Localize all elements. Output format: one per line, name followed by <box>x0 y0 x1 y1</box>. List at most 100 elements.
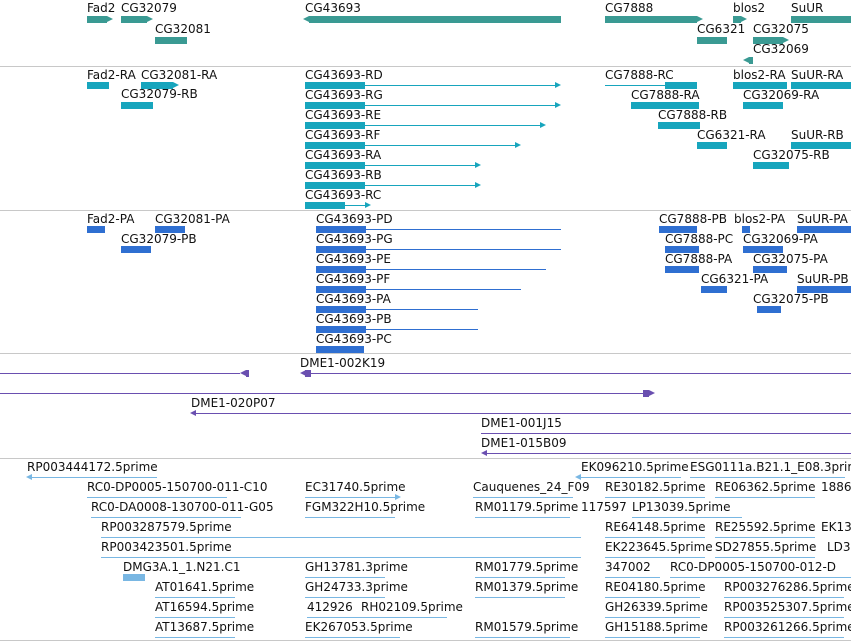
est-feature[interactable] <box>605 577 660 578</box>
transcript-feature[interactable] <box>305 182 365 189</box>
est-feature[interactable] <box>91 517 241 518</box>
est-label[interactable]: ESG0111a.B21.1_E08.3prime <box>690 460 851 474</box>
transcript-label[interactable]: CG32079-RB <box>121 87 198 101</box>
protein-feature[interactable] <box>701 286 727 293</box>
protein-label[interactable]: CG32075-PB <box>753 292 829 306</box>
transcript-feature[interactable] <box>305 82 365 89</box>
est-feature[interactable] <box>605 617 700 618</box>
transcript-feature[interactable] <box>658 122 700 129</box>
gene-label[interactable]: CG32081 <box>155 22 211 36</box>
protein-feature[interactable] <box>121 246 151 253</box>
protein-feature[interactable] <box>316 306 366 313</box>
est-label[interactable]: RC0-DP0005-150700-011-C10 <box>87 480 268 494</box>
est-label[interactable]: 347002 <box>605 560 651 574</box>
transcript-label[interactable]: CG43693-RD <box>305 68 383 82</box>
gene-label[interactable]: SuUR <box>791 1 824 15</box>
est-label[interactable]: DMG3A.1_1.N21.C1 <box>123 560 241 574</box>
gene-label[interactable]: blos2 <box>733 1 766 15</box>
clone-feature[interactable] <box>481 433 851 434</box>
est-feature[interactable] <box>724 597 844 598</box>
protein-label[interactable]: CG7888-PB <box>659 212 728 226</box>
transcript-label[interactable]: CG32081-RA <box>141 68 218 82</box>
est-feature[interactable] <box>305 597 385 598</box>
gene-feature[interactable] <box>155 37 187 44</box>
est-feature[interactable] <box>155 637 235 638</box>
gene-feature[interactable] <box>749 57 753 64</box>
gene-label[interactable]: CG6321 <box>697 22 746 36</box>
est-feature[interactable] <box>475 597 565 598</box>
est-label[interactable]: 1886 <box>821 480 851 494</box>
est-label[interactable]: 117597 <box>581 500 627 514</box>
transcript-feature[interactable] <box>87 82 109 89</box>
est-feature[interactable] <box>575 474 581 480</box>
gene-label[interactable]: Fad2 <box>87 1 116 15</box>
protein-label[interactable]: CG32081-PA <box>155 212 230 226</box>
protein-feature[interactable] <box>659 226 697 233</box>
transcript-label[interactable]: CG43693-RF <box>305 128 381 142</box>
est-label[interactable]: RC0-DP0005-150700-012-D <box>670 560 837 574</box>
transcript-label[interactable]: Fad2-RA <box>87 68 136 82</box>
transcript-label[interactable]: CG43693-RG <box>305 88 383 102</box>
est-feature[interactable] <box>307 617 447 618</box>
est-feature[interactable] <box>475 637 570 638</box>
gene-feature[interactable] <box>121 16 147 23</box>
clone-label[interactable]: DME1-020P07 <box>191 396 276 410</box>
transcript-label[interactable]: CG32075-RB <box>753 148 830 162</box>
protein-label[interactable]: SuUR-PB <box>797 272 849 286</box>
est-label[interactable]: RP003276286.5prime <box>724 580 851 594</box>
protein-feature[interactable] <box>665 246 699 253</box>
transcript-label[interactable]: CG7888-RC <box>605 68 674 82</box>
est-label[interactable]: RE25592.5prime <box>715 520 816 534</box>
protein-feature[interactable] <box>753 266 787 273</box>
transcript-feature[interactable] <box>305 122 365 129</box>
clone-feature[interactable] <box>190 410 196 416</box>
protein-feature[interactable] <box>797 286 851 293</box>
est-label[interactable]: GH26339.5prime <box>605 600 708 614</box>
est-label[interactable]: SD27855.5prime <box>715 540 817 554</box>
est-label[interactable]: RE64148.5prime <box>605 520 706 534</box>
est-feature[interactable] <box>715 497 815 498</box>
est-label[interactable]: Cauquenes_24_F09 <box>473 480 590 494</box>
est-label[interactable]: RE04180.5prime <box>605 580 706 594</box>
transcript-label[interactable]: CG43693-RB <box>305 168 382 182</box>
est-label[interactable]: RM01779.5prime <box>475 560 579 574</box>
est-label[interactable]: RC0-DA0008-130700-011-G05 <box>91 500 274 514</box>
protein-label[interactable]: CG43693-PF <box>316 272 391 286</box>
protein-label[interactable]: CG6321-PA <box>701 272 769 286</box>
est-feature[interactable] <box>605 557 705 558</box>
gene-feature[interactable] <box>697 37 727 44</box>
protein-label[interactable]: CG43693-PA <box>316 292 391 306</box>
gene-feature[interactable] <box>753 37 783 44</box>
est-label[interactable]: RP003423501.5prime <box>101 540 232 554</box>
est-label[interactable]: RP003525307.5prime <box>724 600 851 614</box>
gene-feature[interactable] <box>309 16 561 23</box>
est-label[interactable]: RE06362.5prime <box>715 480 816 494</box>
est-label[interactable]: RP003444172.5prime <box>27 460 158 474</box>
est-label[interactable]: RH02109.5prime <box>361 600 463 614</box>
clone-feature[interactable] <box>300 370 306 376</box>
est-label[interactable]: RP003287579.5prime <box>101 520 232 534</box>
transcript-feature[interactable] <box>791 82 851 89</box>
est-label[interactable]: 412926 <box>307 600 353 614</box>
protein-feature[interactable] <box>757 306 781 313</box>
est-feature[interactable] <box>87 497 227 498</box>
clone-label[interactable]: DME1-015B09 <box>481 436 567 450</box>
gene-feature[interactable] <box>733 16 741 23</box>
est-feature[interactable] <box>605 537 705 538</box>
est-feature[interactable] <box>101 537 581 538</box>
protein-feature[interactable] <box>155 226 185 233</box>
est-feature[interactable] <box>724 637 844 638</box>
protein-label[interactable]: CG7888-PC <box>665 232 734 246</box>
est-feature[interactable] <box>690 477 845 478</box>
est-label[interactable]: EK267053.5prime <box>305 620 413 634</box>
protein-feature[interactable] <box>665 266 699 273</box>
est-label[interactable]: RP003261266.5prime <box>724 620 851 634</box>
est-label[interactable]: LD3 <box>827 540 851 554</box>
est-feature[interactable] <box>155 617 235 618</box>
est-label[interactable]: GH15188.5prime <box>605 620 708 634</box>
est-feature[interactable] <box>605 637 700 638</box>
transcript-feature[interactable] <box>665 82 697 89</box>
est-label[interactable]: EC31740.5prime <box>305 480 406 494</box>
protein-feature[interactable] <box>742 226 750 233</box>
est-feature[interactable] <box>305 497 395 498</box>
